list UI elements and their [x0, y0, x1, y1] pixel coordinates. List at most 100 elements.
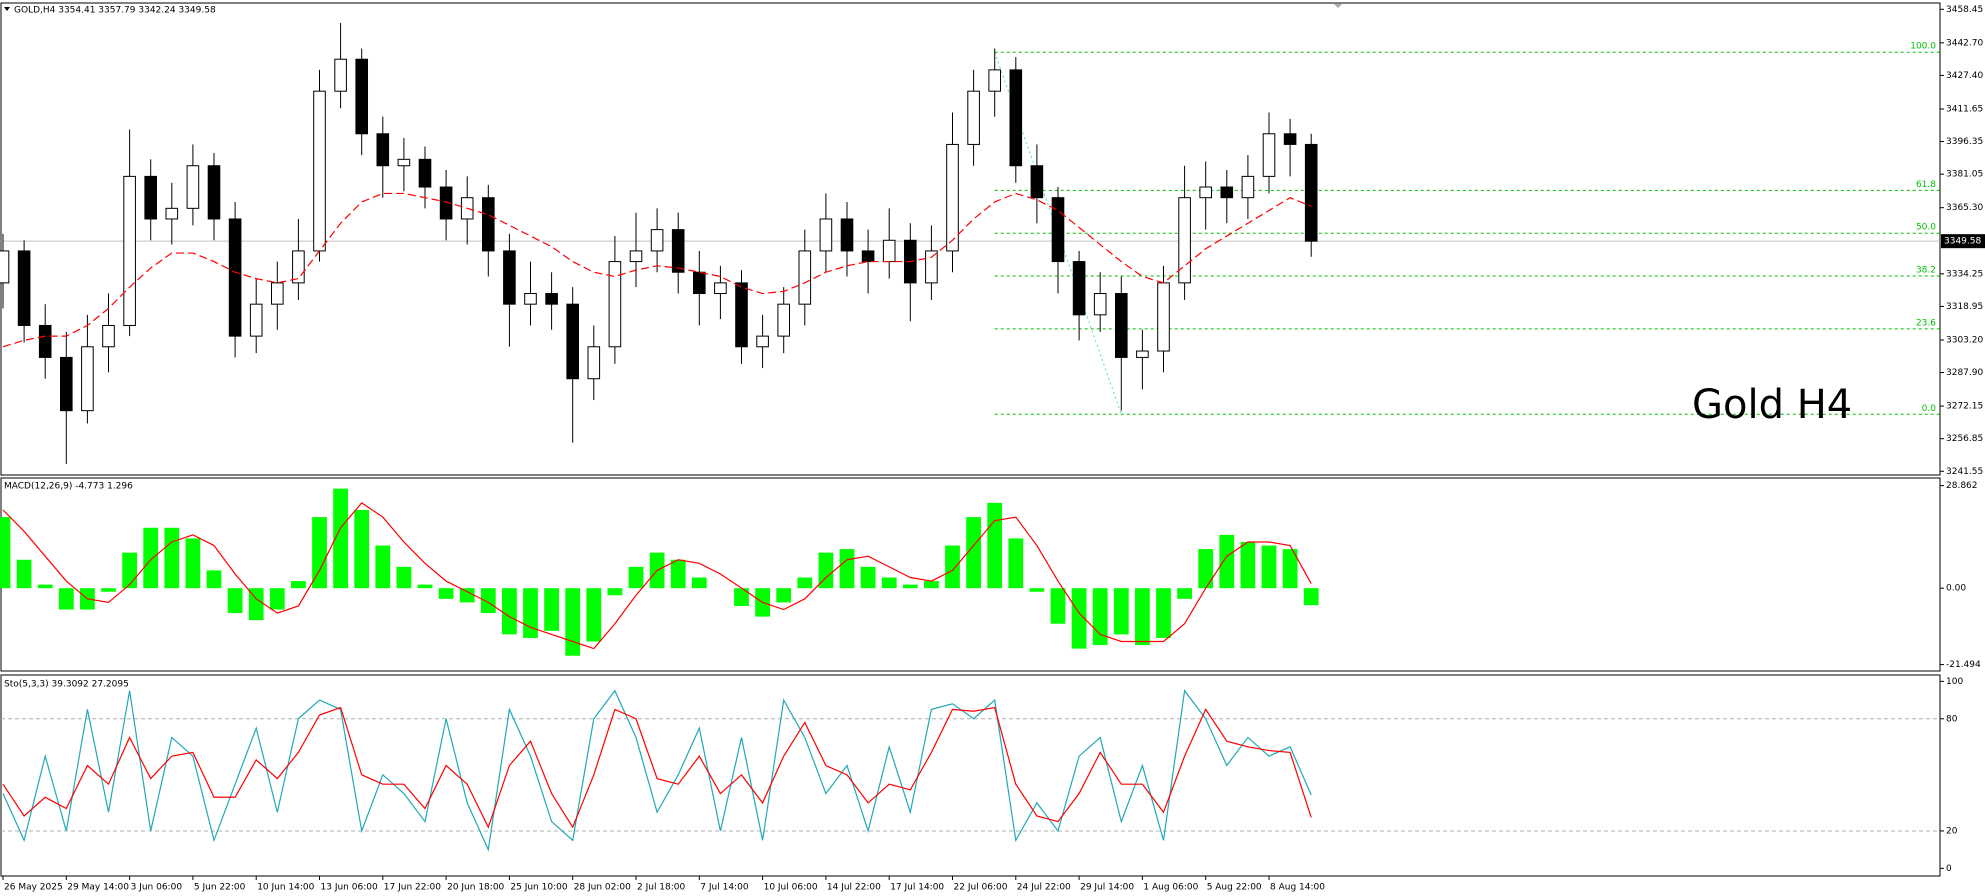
y-tick-label: 80 [1946, 714, 1958, 724]
candle-body [524, 293, 537, 305]
candle-body [1199, 186, 1213, 199]
macd-bar [628, 566, 644, 589]
y-tick-label: 20 [1946, 826, 1958, 836]
macd-bar [291, 581, 306, 589]
macd-bar [670, 559, 686, 589]
y-tick-label: 3381.05 [1946, 170, 1983, 180]
candle-body [798, 250, 812, 305]
candle-body [186, 165, 200, 209]
macd-bar [881, 577, 897, 589]
y-tick-label: 0.00 [1946, 584, 1966, 594]
macd-bar [1282, 549, 1298, 589]
x-tick-label: 13 Jun 06:00 [321, 883, 378, 893]
candle-body [334, 58, 347, 92]
x-tick-label: 17 Jul 14:00 [890, 883, 944, 893]
macd-bar [164, 527, 180, 589]
macd-bar [818, 552, 834, 589]
macd-bar [1008, 538, 1024, 589]
y-tick-label: 28.862 [1946, 481, 1978, 491]
macd-bar [839, 549, 855, 589]
y-tick-label: 3303.20 [1946, 335, 1983, 345]
macd-bar [902, 584, 918, 589]
candle-body [1030, 165, 1044, 199]
x-tick-label: 28 Jun 02:00 [574, 883, 631, 893]
candle-body [59, 356, 73, 412]
macd-bar [691, 577, 707, 589]
candle-body [1241, 175, 1255, 199]
macd-bar [375, 545, 391, 589]
macd-bar [1219, 534, 1235, 589]
macd-bar [945, 545, 960, 589]
macd-bar [122, 552, 137, 589]
macd-bar [776, 588, 792, 603]
candle-body [566, 303, 580, 380]
macd-bar [1029, 588, 1045, 592]
macd-bar [438, 588, 454, 599]
candle-body [587, 346, 601, 380]
macd-bar [185, 538, 201, 589]
annotation: Gold H4 [1692, 382, 1852, 428]
y-tick-label: 3442.70 [1946, 38, 1983, 48]
macd-bar [312, 517, 327, 589]
candle-body [819, 218, 833, 252]
macd-bar [480, 588, 496, 614]
macd-bar [734, 588, 749, 606]
x-tick-label: 8 Aug 14:00 [1270, 883, 1325, 893]
candle-body [840, 218, 854, 252]
candle-body [1178, 197, 1191, 284]
candle-body [1051, 197, 1065, 263]
macd-bar [206, 570, 222, 589]
fib-label: 23.6 [1916, 318, 1936, 328]
moving-average [2, 192, 1312, 348]
fib-label: 38.2 [1916, 266, 1936, 276]
fib-label: 100.0 [1910, 42, 1936, 52]
x-tick-label: 20 Jun 18:00 [447, 883, 504, 893]
candle-body [81, 346, 94, 412]
candle-body [988, 69, 1002, 92]
candle-body [207, 165, 221, 220]
macd-title: MACD(12,26,9) -4.773 1.296 [4, 482, 133, 492]
sto-title: Sto(5,3,3) 39.3092 27.2095 [4, 680, 129, 690]
fib-label: 50.0 [1916, 223, 1936, 233]
x-tick-label: 5 Aug 22:00 [1207, 883, 1262, 893]
candle-body [1009, 69, 1023, 167]
price-panel [0, 2, 1941, 476]
macd-bar [1261, 545, 1277, 589]
macd-bar [248, 588, 264, 621]
macd-bar [797, 577, 813, 589]
fib-label: 0.0 [1922, 404, 1937, 414]
x-tick-label: 7 Jul 14:00 [700, 883, 749, 893]
sto-signal [2, 706, 1312, 829]
macd-bar [1135, 588, 1150, 646]
macd-bar [269, 588, 285, 610]
candle-body [608, 261, 622, 348]
macd-signal [2, 502, 1312, 650]
candle-body [735, 282, 748, 348]
y-tick-label: 3334.25 [1946, 269, 1983, 279]
macd-bar [1303, 588, 1319, 606]
macd-bar [966, 517, 981, 589]
candle-body [650, 229, 664, 252]
x-tick-label: 5 Jun 22:00 [194, 883, 246, 893]
candle-body [967, 90, 980, 145]
candle-body [1220, 186, 1234, 199]
candle-body [0, 250, 10, 284]
candle-body [228, 218, 242, 337]
candle-body [17, 250, 31, 326]
candle-body [1093, 293, 1107, 316]
y-tick-label: 3411.65 [1946, 104, 1983, 114]
macd-bar [417, 584, 433, 589]
macd-bar [459, 588, 475, 603]
macd-bar [227, 588, 243, 614]
candle-body [123, 175, 136, 326]
candle-body [376, 133, 390, 167]
macd-bar [987, 502, 1003, 589]
candle-body [38, 324, 52, 358]
candle-body [481, 197, 495, 252]
candle-body [756, 335, 769, 348]
macd-bar [1050, 588, 1066, 624]
x-tick-label: 10 Jun 14:00 [257, 883, 314, 893]
x-tick-label: 29 Jul 14:00 [1080, 883, 1134, 893]
